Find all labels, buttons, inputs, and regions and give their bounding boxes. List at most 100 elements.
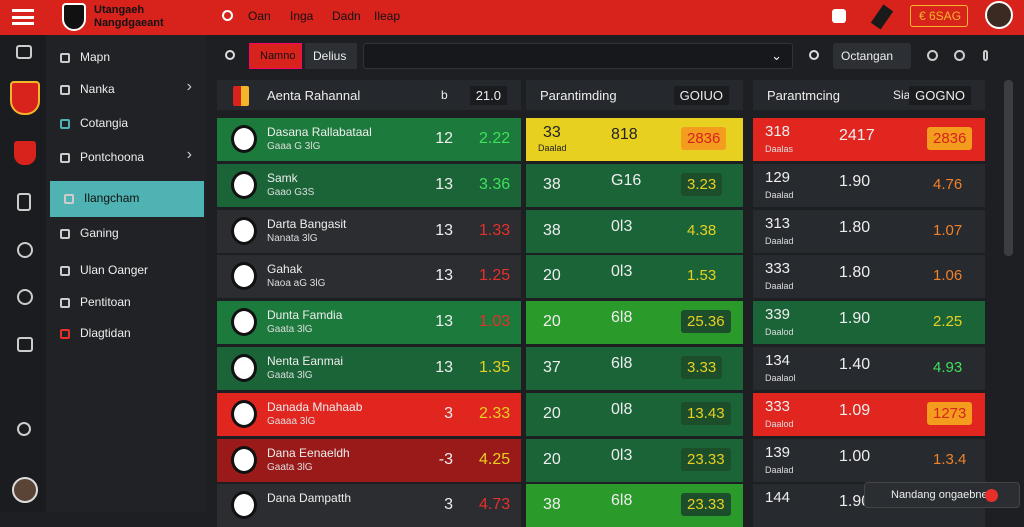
right-odds[interactable]: 2836 — [927, 127, 973, 150]
rail-avatar[interactable] — [12, 477, 38, 503]
search-icon[interactable] — [222, 10, 233, 21]
toast[interactable]: Nandang ongaebner — [864, 482, 1020, 508]
row-mid[interactable]: 33 Daalad 818 2836 — [526, 118, 743, 161]
sidebar-item[interactable]: Nanka › — [46, 76, 206, 104]
row-right[interactable]: 129 Daalad 1.90 4.76 — [753, 163, 985, 207]
notification-icon[interactable] — [832, 9, 846, 23]
right-odds[interactable]: 4.93 — [933, 359, 963, 376]
filter-button[interactable]: Namno — [249, 43, 302, 69]
right-odds[interactable]: 1.3.4 — [933, 450, 967, 468]
rail-logo[interactable] — [10, 81, 40, 115]
row-left[interactable]: Nenta Eanmai Gaata 3lG 13 1.35 — [217, 347, 521, 390]
row-right[interactable]: 313 Daalad 1.80 1.07 — [753, 209, 985, 253]
table: Aenta Rahannal b 21.0 Parantimding GOIUO Para… — [217, 80, 985, 527]
right-sub: Daalod — [765, 418, 794, 429]
nav-item[interactable]: Dadn — [332, 9, 361, 23]
sidebar-icon — [64, 194, 74, 204]
icon-rail — [0, 35, 46, 512]
row-left[interactable]: Dana Eenaeldh Gaata 3lG -3 4.25 — [217, 438, 521, 482]
rail-icon[interactable] — [17, 337, 33, 352]
dropdown[interactable]: Octangan — [833, 43, 911, 69]
search-icon[interactable] — [809, 50, 819, 60]
right-b: 1.90 — [839, 310, 871, 328]
row-left[interactable]: Samk Gaao G3S 13 3.36 — [217, 163, 521, 207]
mid-odds[interactable]: 25.36 — [681, 310, 731, 334]
nav-item[interactable]: Oan — [248, 9, 271, 23]
row-number: 13 — [435, 267, 453, 285]
flag-icon[interactable] — [870, 4, 894, 30]
rail-icon[interactable] — [17, 422, 31, 436]
sidebar-item[interactable]: Pontchoona › — [46, 144, 206, 172]
rail-icon[interactable] — [17, 193, 31, 211]
sidebar-item[interactable]: Ganing — [46, 220, 206, 248]
mid-odds[interactable]: 4.38 — [687, 221, 717, 239]
row-right[interactable]: 139 Daalad 1.00 1.3.4 — [753, 438, 985, 482]
row-mid[interactable]: 38 0l3 4.38 — [526, 209, 743, 253]
rail-icon[interactable] — [17, 289, 33, 305]
row-left[interactable]: Gahak Naoa aG 3lG 13 1.25 — [217, 255, 521, 299]
mid-odds[interactable]: 3.33 — [681, 356, 723, 379]
mid-odds[interactable]: 2836 — [681, 127, 727, 150]
mid-a: 20 — [543, 404, 561, 422]
row-mid[interactable]: 38 G16 3.23 — [526, 163, 743, 207]
menu-button[interactable] — [12, 9, 34, 25]
row-mid[interactable]: 20 0l3 23.33 — [526, 438, 743, 482]
app-title: Utangaeh — [94, 4, 145, 16]
row-number: 13 — [435, 175, 453, 193]
avatar[interactable] — [985, 1, 1013, 29]
sidebar-icon — [60, 85, 70, 95]
search-input[interactable]: ⌄ — [363, 43, 793, 69]
mid-b: 0l3 — [611, 263, 633, 281]
rail-logo[interactable] — [14, 141, 36, 165]
wallet[interactable]: € 6SAG — [910, 5, 968, 27]
row-right[interactable]: 339 Daalod 1.90 2.25 — [753, 301, 985, 345]
row-right[interactable]: 333 Daalad 1.80 1.06 — [753, 255, 985, 299]
right-odds[interactable]: 2.25 — [933, 313, 963, 331]
sidebar-icon — [60, 329, 70, 339]
toast-text: Nandang ongaebner — [891, 489, 992, 501]
sidebar-icon — [60, 153, 70, 163]
search-icon[interactable] — [225, 50, 235, 60]
row-right[interactable]: 134 Daalaol 1.40 4.93 — [753, 347, 985, 390]
chevron: › — [186, 146, 192, 163]
sidebar-item[interactable]: Ilangcham — [50, 181, 204, 217]
nav-item[interactable]: Ileap — [374, 9, 401, 23]
mid-odds[interactable]: 23.33 — [681, 493, 731, 517]
mid-odds[interactable]: 13.43 — [681, 401, 731, 425]
row-mid[interactable]: 20 0l3 1.53 — [526, 255, 743, 299]
row-left[interactable]: Dasana Rallabataal Gaaa G 3lG 12 2.22 — [217, 118, 521, 161]
sidebar-item[interactable]: Pentitoan — [46, 289, 206, 317]
rail-icon[interactable] — [17, 242, 33, 258]
row-right[interactable]: 333 Daalod 1.09 1273 — [753, 392, 985, 436]
mid-odds[interactable]: 1.53 — [687, 267, 717, 285]
row-mid[interactable]: 20 0l8 13.43 — [526, 392, 743, 436]
row-left[interactable]: Dana Dampatth 3 4.73 — [217, 484, 521, 527]
sidebar-item[interactable]: Mapn — [46, 44, 206, 72]
mid-odds[interactable]: 23.33 — [681, 447, 731, 471]
mid-odds[interactable]: 3.23 — [681, 172, 723, 196]
right-odds[interactable]: 4.76 — [933, 175, 963, 193]
row-left[interactable]: Danada Mnahaab Gaaaa 3lG 3 2.33 — [217, 392, 521, 436]
row-odds: 1.03 — [479, 313, 511, 331]
nav-item[interactable]: Inga — [290, 9, 314, 23]
row-right[interactable]: 318 Daalas 2417 2836 — [753, 118, 985, 161]
header-title: Aenta Rahannal — [267, 88, 361, 103]
row-left[interactable]: Darta Bangasit Nanata 3lG 13 1.33 — [217, 209, 521, 253]
right-odds[interactable]: 1.06 — [933, 267, 963, 285]
icon[interactable] — [954, 50, 965, 61]
icon[interactable] — [927, 50, 938, 61]
row-mid[interactable]: 20 6l8 25.36 — [526, 301, 743, 345]
icon[interactable] — [983, 50, 988, 61]
sidebar-item[interactable]: Ulan Oanger — [46, 257, 206, 285]
row-mid[interactable]: 37 6l8 3.33 — [526, 347, 743, 390]
rail-icon[interactable] — [16, 45, 32, 59]
row-mid[interactable]: 38 6l8 23.33 — [526, 484, 743, 527]
sidebar-item[interactable]: Dlagtidan — [46, 320, 206, 348]
row-odds: 2.22 — [479, 130, 511, 147]
tab[interactable]: Delius — [305, 43, 357, 69]
right-odds[interactable]: 1273 — [927, 401, 973, 425]
right-odds[interactable]: 1.07 — [933, 221, 963, 239]
chevron: › — [186, 78, 192, 95]
row-left[interactable]: Dunta Famdia Gaata 3lG 13 1.03 — [217, 301, 521, 345]
sidebar-item[interactable]: Cotangia — [46, 110, 206, 138]
